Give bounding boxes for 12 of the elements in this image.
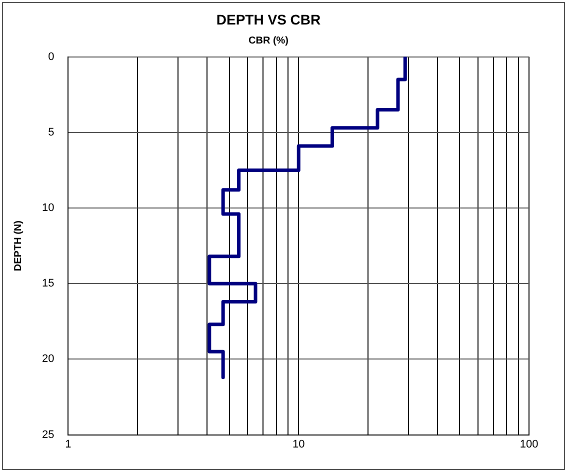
y-tick-label: 10 [42,202,54,214]
y-tick-label: 20 [42,353,54,366]
x-tick-label: 1 [65,438,72,450]
x-axis-title: CBR (%) [248,36,288,47]
y-tick-label: 0 [48,50,54,63]
y-tick-label: 15 [42,278,54,290]
x-tick-label: 100 [520,438,538,450]
y-tick-label: 5 [48,126,54,138]
y-axis-title: DEPTH (N) [12,220,24,272]
chart-title: DEPTH VS CBR [216,11,321,28]
x-tick-label: 10 [292,438,305,450]
y-tick-label: 25 [42,428,54,441]
